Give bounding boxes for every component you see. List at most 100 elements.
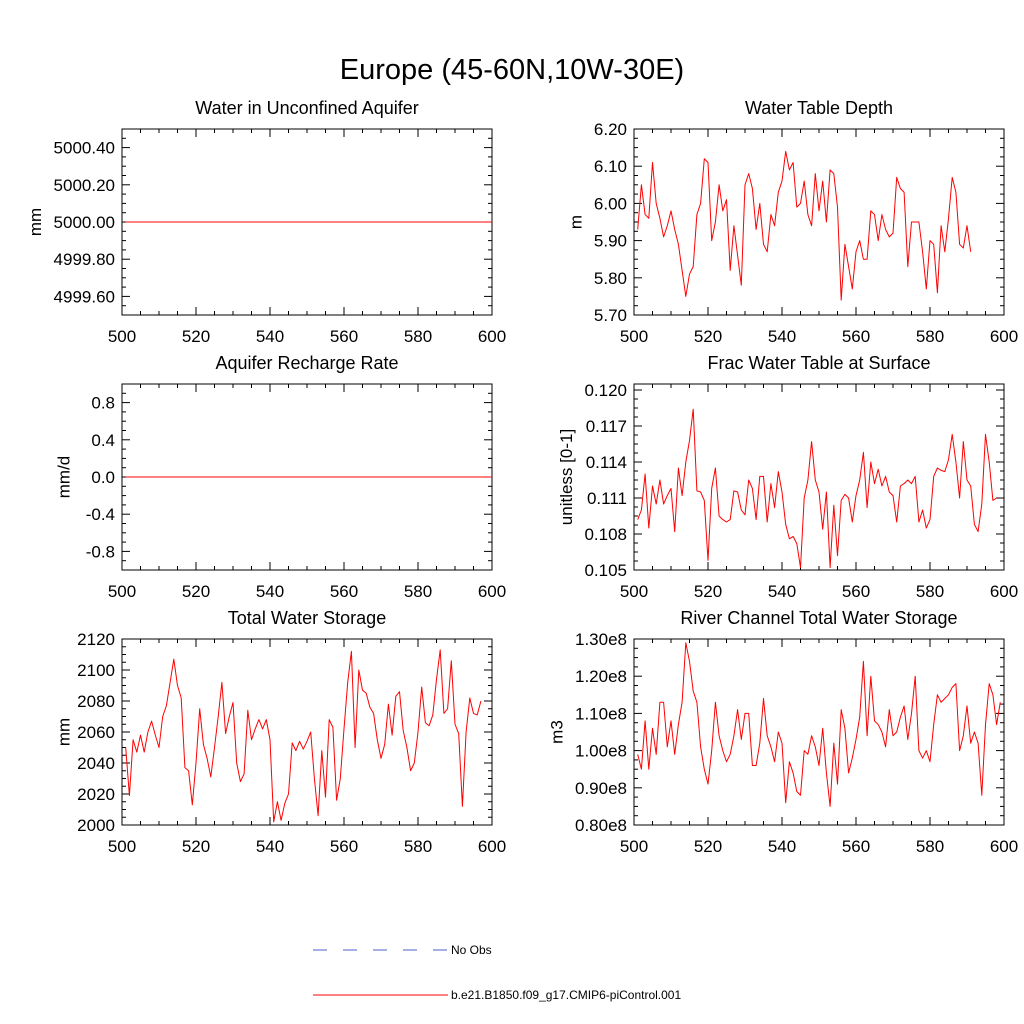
y-tick-label: 2020: [77, 785, 115, 804]
series-line: [637, 642, 1001, 807]
y-tick-label: 5.70: [594, 306, 627, 325]
y-tick-label: 1.10e8: [575, 704, 627, 723]
y-tick-label: 0.117: [586, 417, 627, 436]
y-tick-label: 1.20e8: [575, 667, 627, 686]
plot-frame: [633, 383, 1005, 571]
y-tick-label: 6.10: [594, 157, 627, 176]
y-tick-label: 1.30e8: [575, 630, 627, 649]
x-tick-label: 520: [182, 837, 210, 856]
y-tick-label: 6.20: [594, 120, 627, 139]
x-tick-label: 540: [768, 837, 796, 856]
chart-fracwt: Frac Water Table at Surface 500 520 540 560 5…: [557, 353, 1018, 601]
x-tick-label: 560: [330, 837, 358, 856]
x-tick-label: 500: [108, 837, 136, 856]
legend-label-model-run: b.e21.B1850.f09_g17.CMIP6-piControl.001: [451, 988, 681, 1002]
y-tick-label: 0.114: [586, 453, 627, 472]
chart-river: River Channel Total Water Storage 500 520 5…: [547, 608, 1018, 856]
y-tick-label: 5000.40: [54, 139, 115, 158]
x-tick-label: 560: [842, 837, 870, 856]
x-tick-label: 540: [256, 582, 284, 601]
chart-title: Water in Unconfined Aquifer: [195, 98, 418, 118]
x-tick-label: 560: [330, 327, 358, 346]
y-tick-label: 5000.20: [54, 176, 115, 195]
x-tick-label: 500: [620, 582, 648, 601]
y-axis-label: mm/d: [55, 456, 74, 499]
legend-label-no-obs: No Obs: [451, 943, 492, 957]
x-tick-label: 520: [694, 327, 722, 346]
chart-aquifer: Water in Unconfined Aquifer 500 520 540 560 5…: [26, 98, 506, 346]
y-tick-label: 0.80e8: [575, 816, 627, 835]
y-tick-label: 2080: [77, 692, 115, 711]
chart-recharge: Aquifer Recharge Rate 500 520 540 560 580 600 -…: [55, 353, 507, 601]
y-axis-label: mm: [26, 208, 45, 236]
legend: No Obs b.e21.B1850.f09_g17.CMIP6-piContr…: [313, 943, 681, 1002]
x-tick-label: 580: [404, 327, 432, 346]
y-axis-label: m: [567, 215, 586, 229]
y-tick-label: 1.00e8: [575, 742, 627, 761]
x-tick-label: 580: [916, 327, 944, 346]
x-tick-label: 520: [694, 837, 722, 856]
x-tick-label: 560: [330, 582, 358, 601]
y-tick-label: 2120: [77, 630, 115, 649]
x-tick-label: 500: [108, 582, 136, 601]
y-tick-label: 0.90e8: [575, 779, 627, 798]
x-tick-label: 540: [256, 837, 284, 856]
x-tick-label: 600: [478, 837, 506, 856]
x-tick-label: 520: [182, 327, 210, 346]
y-tick-label: -0.8: [86, 542, 115, 561]
chart-title: Frac Water Table at Surface: [707, 353, 930, 373]
x-tick-label: 540: [768, 327, 796, 346]
y-tick-label: 5.90: [594, 232, 627, 251]
y-tick-label: 2060: [77, 723, 115, 742]
y-tick-label: 5000.00: [54, 213, 115, 232]
plot-frame: [633, 638, 1005, 826]
x-tick-label: 580: [916, 837, 944, 856]
plot-frame: [121, 638, 493, 826]
y-tick-label: 0.111: [587, 489, 627, 508]
x-tick-label: 600: [990, 582, 1018, 601]
y-tick-label: 2040: [77, 754, 115, 773]
y-tick-label: 0.105: [584, 561, 627, 580]
y-tick-label: -0.4: [86, 505, 115, 524]
x-tick-label: 560: [842, 582, 870, 601]
chart-panels: Water in Unconfined Aquifer 500 520 540 560 5…: [26, 98, 1018, 856]
y-tick-label: 0.120: [584, 381, 627, 400]
x-tick-label: 540: [768, 582, 796, 601]
figure-title: Europe (45-60N,10W-30E): [340, 54, 684, 86]
x-tick-label: 600: [990, 327, 1018, 346]
y-tick-label: 6.00: [594, 194, 627, 213]
chart-title: Total Water Storage: [228, 608, 386, 628]
x-tick-label: 580: [404, 837, 432, 856]
y-axis-label: mm: [55, 718, 74, 746]
x-tick-label: 540: [256, 327, 284, 346]
x-tick-label: 520: [694, 582, 722, 601]
chart-title: Aquifer Recharge Rate: [215, 353, 398, 373]
x-tick-label: 600: [990, 837, 1018, 856]
y-axis-label: m3: [547, 720, 566, 744]
y-tick-label: 4999.80: [54, 250, 115, 269]
chart-wtd: Water Table Depth 500 520 540 560 580 600 5.70 5…: [567, 98, 1019, 346]
x-tick-label: 580: [916, 582, 944, 601]
x-tick-label: 520: [182, 582, 210, 601]
series-line: [125, 649, 482, 823]
chart-tws: Total Water Storage 500 520 540 560 580 600 200…: [55, 608, 507, 856]
x-tick-label: 500: [620, 837, 648, 856]
x-tick-label: 600: [478, 582, 506, 601]
y-tick-label: 0.108: [584, 525, 627, 544]
x-tick-label: 500: [108, 327, 136, 346]
y-tick-label: 5.80: [594, 269, 627, 288]
x-tick-label: 600: [478, 327, 506, 346]
y-tick-label: 0.4: [91, 431, 115, 450]
y-axis-label: unitless [0-1]: [557, 429, 576, 525]
x-tick-label: 580: [404, 582, 432, 601]
series-line: [637, 408, 997, 569]
x-tick-label: 560: [842, 327, 870, 346]
series-line: [637, 150, 972, 301]
chart-title: Water Table Depth: [745, 98, 893, 118]
y-tick-label: 4999.60: [54, 287, 115, 306]
y-tick-label: 0.0: [91, 468, 115, 487]
y-tick-label: 2100: [77, 661, 115, 680]
y-tick-label: 2000: [77, 816, 115, 835]
y-tick-label: 0.8: [91, 394, 115, 413]
